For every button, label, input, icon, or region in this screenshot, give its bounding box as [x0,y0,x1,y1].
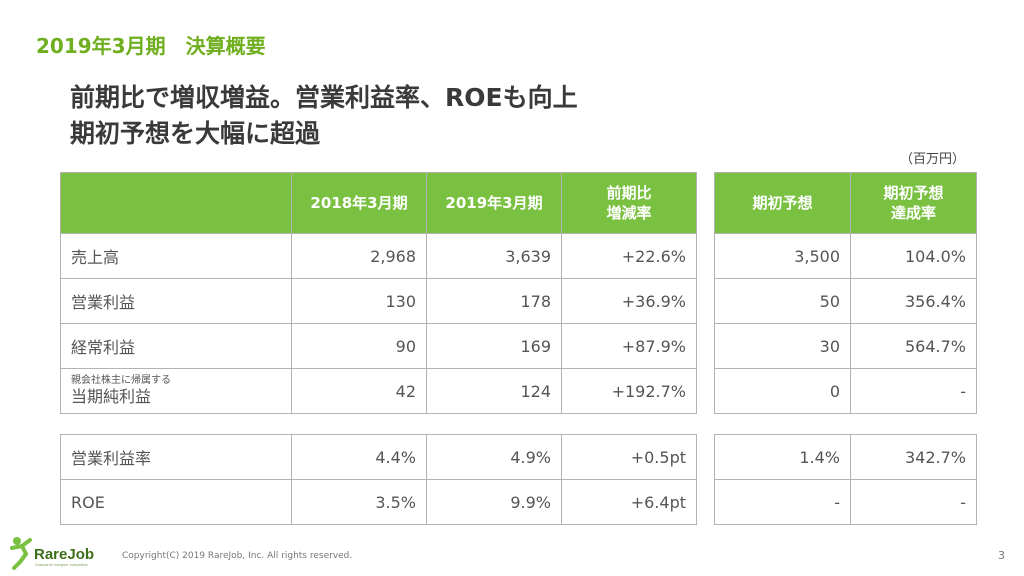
ratio-table: 営業利益率 4.4% 4.9% +0.5pt ROE 3.5% 9.9% +6.… [60,434,697,525]
table-row: 50 356.4% [714,278,977,324]
row-label-main: 当期純利益 [71,387,152,406]
header-cell-achievement: 期初予想 達成率 [850,172,977,234]
headline-line-1: 前期比で増収増益。営業利益率、ROEも向上 [70,83,578,112]
rarejob-logo-icon: RareJob Chances for everyone, everywhere [10,537,94,570]
logo-tagline: Chances for everyone, everywhere [35,563,88,567]
headline-line-2: 期初予想を大幅に超過 [70,119,321,148]
cell-value: 3,639 [426,233,562,279]
cell-value: - [850,479,977,525]
cell-value: 1.4% [714,434,851,480]
table-row: 営業利益 130 178 +36.9% [60,278,697,324]
cell-value: 130 [291,278,427,324]
header-cell-empty [60,172,292,234]
cell-value: +192.7% [561,368,697,414]
financial-table: 2018年3月期 2019年3月期 前期比 増減率 売上高 2,968 3,63… [60,172,697,414]
copyright-text: Copyright(C) 2019 RareJob, Inc. All righ… [122,551,353,561]
table-row: ROE 3.5% 9.9% +6.4pt [60,479,697,525]
unit-label: （百万円） [900,152,966,167]
cell-value: +22.6% [561,233,697,279]
cell-value: 178 [426,278,562,324]
logo-text: RareJob [34,546,94,563]
cell-value: 42 [291,368,427,414]
cell-value: 50 [714,278,851,324]
cell-value: 356.4% [850,278,977,324]
cell-value: 104.0% [850,233,977,279]
rarejob-logo: RareJob Chances for everyone, everywhere [8,532,108,572]
cell-value: 2,968 [291,233,427,279]
row-label: 営業利益 [60,278,292,324]
row-label: 経常利益 [60,323,292,369]
cell-value: +36.9% [561,278,697,324]
cell-value: 90 [291,323,427,369]
cell-value: 3,500 [714,233,851,279]
row-label: 親会社株主に帰属する 当期純利益 [60,368,292,414]
cell-value: +87.9% [561,323,697,369]
header-cell-fy2019: 2019年3月期 [426,172,562,234]
row-label: 営業利益率 [60,434,292,480]
row-label-note: 親会社株主に帰属する [71,375,171,386]
forecast-table: 期初予想 期初予想 達成率 3,500 104.0% 50 356.4% 30 … [714,172,977,414]
table-header-row: 期初予想 期初予想 達成率 [714,172,977,234]
table-row: 経常利益 90 169 +87.9% [60,323,697,369]
cell-value: 4.9% [426,434,562,480]
cell-value: - [714,479,851,525]
ratio-forecast-table: 1.4% 342.7% - - [714,434,977,525]
table-row: 1.4% 342.7% [714,434,977,480]
cell-value: 124 [426,368,562,414]
cell-value: 9.9% [426,479,562,525]
row-label: 売上高 [60,233,292,279]
cell-value: 0 [714,368,851,414]
table-row: 0 - [714,368,977,414]
cell-value: 342.7% [850,434,977,480]
header-cell-yoy: 前期比 増減率 [561,172,697,234]
table-row: 売上高 2,968 3,639 +22.6% [60,233,697,279]
table-row: 営業利益率 4.4% 4.9% +0.5pt [60,434,697,480]
row-label: ROE [60,479,292,525]
cell-value: 30 [714,323,851,369]
header-cell-forecast: 期初予想 [714,172,851,234]
cell-value: 169 [426,323,562,369]
cell-value: 3.5% [291,479,427,525]
table-header-row: 2018年3月期 2019年3月期 前期比 増減率 [60,172,697,234]
table-row: 親会社株主に帰属する 当期純利益 42 124 +192.7% [60,368,697,414]
header-cell-fy2018: 2018年3月期 [291,172,427,234]
table-row: 3,500 104.0% [714,233,977,279]
cell-value: +0.5pt [561,434,697,480]
cell-value: +6.4pt [561,479,697,525]
section-title: 2019年3月期 決算概要 [36,34,266,58]
page-number: 3 [998,549,1005,562]
table-row: - - [714,479,977,525]
cell-value: - [850,368,977,414]
cell-value: 4.4% [291,434,427,480]
cell-value: 564.7% [850,323,977,369]
headline: 前期比で増収増益。営業利益率、ROEも向上 期初予想を大幅に超過 [70,80,578,152]
table-row: 30 564.7% [714,323,977,369]
